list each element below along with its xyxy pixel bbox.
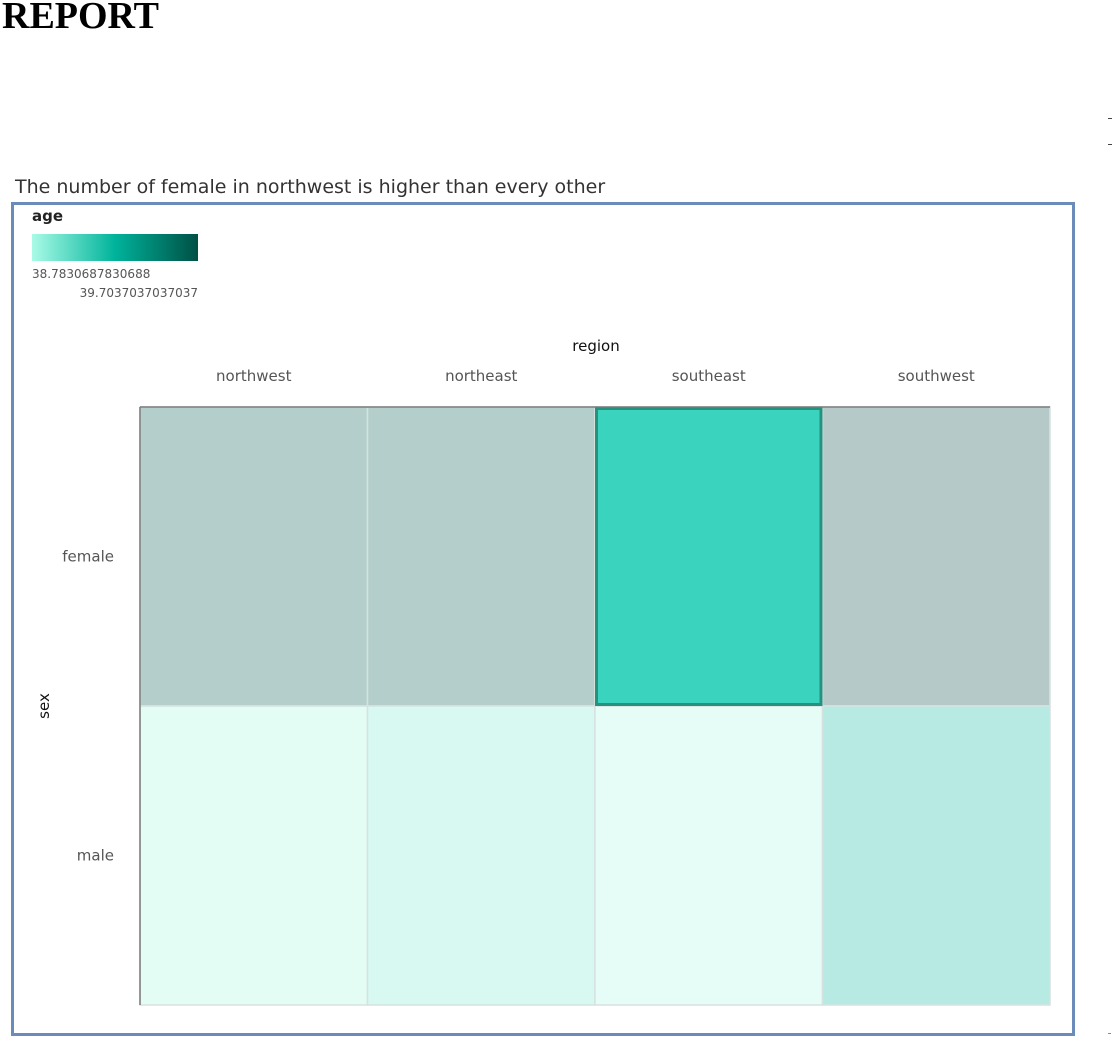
edge-mark [1108,1033,1111,1034]
legend-min-label: 38.7830687830688 [32,267,150,281]
heatmap-cell-male-northwest[interactable] [139,705,369,1006]
x-tick-label-southeast: southeast [672,367,746,385]
heatmap-cells [139,406,1051,1006]
legend-title: age [32,207,63,225]
x-tick-label-southwest: southwest [898,367,975,385]
edge-mark [1108,118,1112,119]
y-axis-ticks: female male [62,548,114,865]
report-title: REPORT [2,0,160,37]
x-tick-label-northwest: northwest [216,367,292,385]
heatmap-cell-female-northwest[interactable] [139,406,369,707]
y-axis-title: sex [35,693,53,719]
heatmap-cell-male-northeast[interactable] [366,705,596,1006]
heatmap-cell-female-southwest[interactable] [821,406,1051,707]
edge-mark [1108,144,1112,145]
y-tick-label-male: male [77,847,114,865]
x-axis-title: region [572,337,619,355]
y-tick-label-female: female [62,548,114,566]
chart-caption: The number of female in northwest is hig… [15,176,606,198]
legend-max-label: 39.7037037037037 [80,286,198,300]
heatmap-cell-male-southeast[interactable] [594,705,824,1006]
heatmap-cell-male-southwest[interactable] [821,705,1051,1006]
x-tick-label-northeast: northeast [445,367,517,385]
highlight-layer [595,407,823,706]
heatmap-chart: age 38.7830687830688 39.7037037037037 re… [32,207,1051,1006]
x-axis-ticks: northwest northeast southeast southwest [216,367,975,385]
color-legend: age 38.7830687830688 39.7037037037037 [32,207,198,300]
chart-frame: age 38.7830687830688 39.7037037037037 re… [11,202,1075,1036]
highlighted-cell-outline [595,407,823,706]
axis-lines [139,406,1050,1005]
legend-gradient-bar [32,234,198,261]
heatmap-cell-female-northeast[interactable] [366,406,596,707]
heatmap-cell-female-southeast[interactable] [594,406,824,707]
